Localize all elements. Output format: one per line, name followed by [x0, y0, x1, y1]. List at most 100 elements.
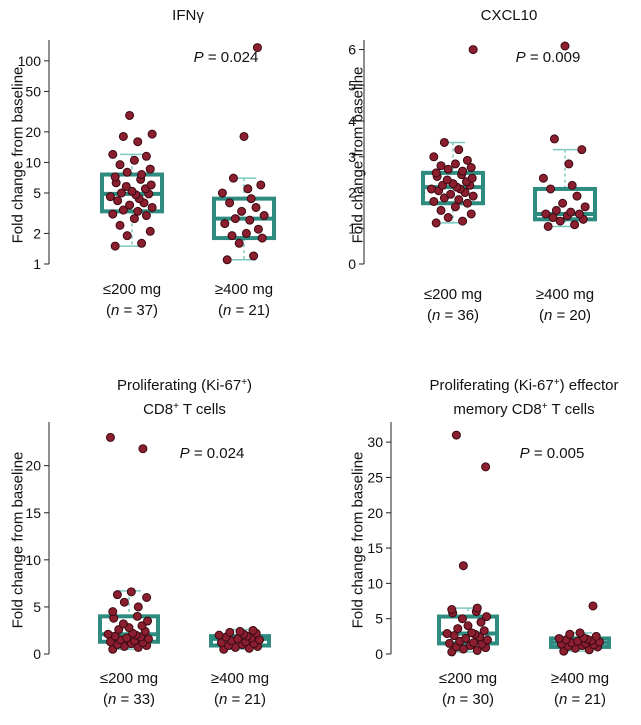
- y-tick-label: 100: [18, 53, 42, 69]
- data-point: [127, 186, 137, 196]
- data-point: [469, 638, 479, 648]
- data-point: [543, 221, 553, 231]
- data-point: [429, 196, 439, 206]
- data-point: [110, 241, 120, 251]
- data-point: [115, 220, 125, 230]
- data-point: [119, 597, 129, 607]
- data-point: [558, 198, 568, 208]
- data-point: [249, 251, 259, 261]
- data-point: [113, 196, 123, 206]
- data-point: [257, 233, 267, 243]
- data-point: [133, 137, 143, 147]
- data-point: [220, 219, 230, 229]
- data-point: [461, 633, 471, 643]
- data-point: [115, 160, 125, 170]
- category-label: ≤200 mg: [103, 281, 161, 298]
- data-point: [551, 205, 561, 215]
- data-point: [446, 189, 456, 199]
- y-axis-label: Fold change from baseline: [9, 452, 26, 629]
- y-tick-label: 50: [25, 83, 41, 99]
- data-point: [442, 175, 452, 185]
- box-group-1: ≤200 mg (n = 36): [421, 45, 485, 324]
- data-point: [114, 625, 124, 635]
- data-point: [467, 173, 477, 183]
- y-tick-label: 5: [33, 185, 41, 201]
- chart-title-line2: CD8+ T cells: [143, 401, 226, 419]
- data-point: [129, 155, 139, 165]
- y-tick-label: 4: [348, 113, 356, 129]
- category-label: ≤200 mg: [100, 670, 158, 687]
- data-point: [118, 619, 128, 629]
- y-tick-label: 0: [375, 646, 383, 662]
- data-point: [444, 638, 454, 648]
- p-value: P = 0.024: [180, 445, 245, 462]
- data-point: [243, 184, 253, 194]
- data-point: [439, 137, 449, 147]
- data-point: [225, 198, 235, 208]
- data-point: [126, 587, 136, 597]
- category-n-label: (n = 20): [539, 307, 591, 324]
- data-point: [426, 184, 436, 194]
- y-tick-label: 1: [33, 256, 41, 272]
- data-point: [549, 134, 559, 144]
- category-label: ≥400 mg: [536, 286, 594, 303]
- y-tick-label: 15: [367, 540, 383, 556]
- y-tick-label: 2: [348, 185, 356, 201]
- category-label: ≥400 mg: [551, 670, 609, 687]
- data-point: [122, 231, 132, 241]
- data-point: [105, 432, 115, 442]
- data-point: [118, 205, 128, 215]
- data-point: [110, 172, 120, 182]
- data-point: [467, 628, 477, 638]
- data-point: [227, 231, 237, 241]
- data-point: [241, 228, 251, 238]
- data-point: [443, 213, 453, 223]
- chart-title-line2: memory CD8+ T cells: [453, 401, 594, 419]
- data-point: [462, 155, 472, 165]
- data-point: [462, 198, 472, 208]
- chart-panel-3: Proliferating (Ki-67+) CD8+ T cells Fold c…: [9, 377, 271, 708]
- category-label: ≥400 mg: [215, 281, 273, 298]
- data-point: [560, 41, 570, 51]
- chart-title: IFNγ: [172, 7, 204, 24]
- data-point: [565, 629, 575, 639]
- data-point: [125, 110, 135, 120]
- data-point: [548, 213, 558, 223]
- data-point: [458, 561, 468, 571]
- data-point: [146, 180, 156, 190]
- category-label: ≤200 mg: [439, 670, 497, 687]
- category-n-label: (n = 21): [214, 691, 266, 708]
- data-point: [122, 633, 132, 643]
- data-point: [468, 45, 478, 55]
- y-axis-label: Fold change from baseline: [9, 67, 26, 244]
- chart-panel-2: CXCL10 Fold change from baseline 0 1 2 3 4 5 6 P …: [348, 7, 597, 324]
- y-tick-label: 3: [348, 149, 356, 165]
- y-tick-label: 10: [25, 552, 41, 568]
- data-point: [147, 202, 157, 212]
- data-point: [122, 167, 132, 177]
- data-point: [482, 612, 492, 622]
- data-point: [466, 163, 476, 173]
- data-point: [453, 624, 463, 634]
- p-value: P = 0.024: [194, 49, 259, 66]
- category-label: ≥400 mg: [211, 670, 269, 687]
- data-point: [482, 635, 492, 645]
- y-tick-label: 0: [33, 646, 41, 662]
- data-point: [538, 173, 548, 183]
- data-point: [442, 629, 452, 639]
- data-point: [116, 188, 126, 198]
- data-point: [137, 238, 147, 248]
- data-point: [230, 214, 240, 224]
- data-point: [259, 211, 269, 221]
- chart-panel-4: Proliferating (Ki-67+) effector memory CD…: [349, 377, 618, 709]
- data-point: [479, 626, 489, 636]
- category-n-label: (n = 21): [554, 691, 606, 708]
- data-point: [108, 209, 118, 219]
- box-group-1: ≤200 mg (n = 30): [437, 430, 499, 708]
- data-point: [458, 216, 468, 226]
- data-point: [454, 145, 464, 155]
- data-point: [142, 593, 152, 602]
- data-point: [588, 601, 598, 611]
- data-point: [481, 462, 491, 472]
- box-group-2: ≥400 mg (n = 20): [533, 41, 597, 324]
